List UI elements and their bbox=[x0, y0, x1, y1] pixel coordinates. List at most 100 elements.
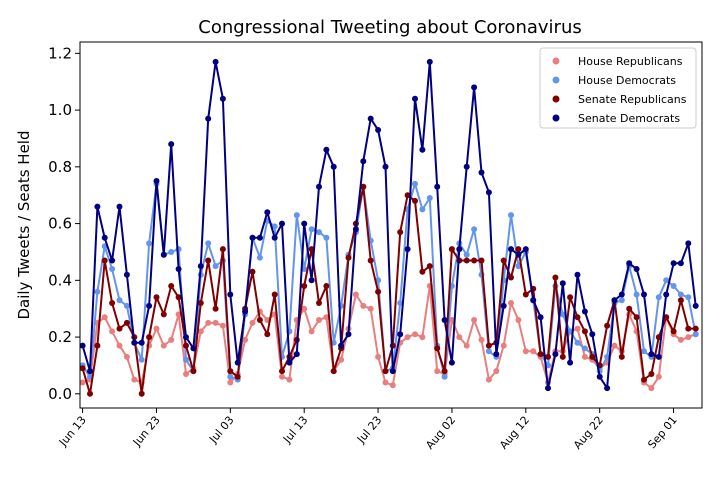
data-point bbox=[493, 368, 500, 375]
data-point bbox=[212, 319, 219, 326]
data-point bbox=[175, 266, 182, 272]
data-point bbox=[508, 212, 514, 219]
chart-title: Congressional Tweeting about Coronavirus bbox=[198, 17, 581, 38]
data-point bbox=[146, 240, 153, 247]
data-point bbox=[537, 314, 544, 321]
y-tick-label: 0.4 bbox=[48, 271, 72, 289]
data-point bbox=[670, 283, 677, 289]
data-point bbox=[123, 319, 130, 326]
legend-marker bbox=[552, 114, 560, 122]
data-point bbox=[692, 302, 699, 309]
data-point bbox=[109, 328, 116, 335]
data-point bbox=[685, 334, 692, 341]
data-point bbox=[219, 246, 226, 253]
data-point bbox=[160, 311, 167, 318]
data-point bbox=[116, 203, 123, 210]
series-line bbox=[82, 285, 697, 390]
data-point bbox=[382, 379, 389, 386]
data-point bbox=[308, 328, 315, 335]
plot-area bbox=[79, 58, 699, 397]
series-senate-democrats bbox=[79, 58, 699, 392]
data-point bbox=[183, 356, 189, 363]
data-point bbox=[567, 359, 574, 366]
data-point bbox=[463, 342, 470, 349]
data-point bbox=[530, 297, 537, 304]
data-point bbox=[633, 291, 640, 298]
data-point bbox=[581, 353, 588, 360]
data-point bbox=[146, 302, 153, 309]
data-point bbox=[618, 297, 625, 304]
data-point bbox=[522, 246, 529, 253]
data-point bbox=[256, 234, 263, 241]
data-point bbox=[485, 342, 492, 349]
x-tick-label: Jun 13 bbox=[56, 414, 89, 450]
data-point bbox=[212, 305, 219, 312]
data-point bbox=[677, 336, 684, 343]
data-point bbox=[197, 328, 204, 335]
y-tick-label: 0.0 bbox=[48, 385, 72, 403]
data-point bbox=[138, 339, 145, 346]
data-point bbox=[316, 183, 322, 190]
data-point bbox=[330, 368, 337, 375]
data-point bbox=[559, 311, 566, 318]
data-point bbox=[441, 317, 448, 323]
data-point bbox=[227, 373, 234, 380]
data-point bbox=[522, 348, 529, 355]
data-point bbox=[633, 314, 640, 321]
data-point bbox=[375, 127, 382, 133]
data-point bbox=[109, 300, 116, 306]
data-point bbox=[279, 373, 285, 380]
y-tick-label: 0.8 bbox=[48, 158, 72, 176]
y-tick-label: 0.2 bbox=[48, 328, 72, 346]
data-point bbox=[131, 339, 138, 346]
data-point bbox=[271, 223, 278, 230]
data-point bbox=[345, 331, 352, 338]
x-tick-label: Aug 22 bbox=[571, 414, 606, 452]
data-point bbox=[360, 183, 367, 190]
data-point bbox=[485, 348, 492, 355]
data-point bbox=[153, 294, 160, 301]
y-tick-label: 1.2 bbox=[48, 44, 72, 62]
data-point bbox=[485, 376, 492, 383]
data-point bbox=[94, 203, 101, 210]
y-axis-label: Daily Tweets / Seats Held bbox=[15, 130, 33, 319]
data-point bbox=[515, 317, 522, 323]
legend-label: Senate Republicans bbox=[578, 93, 687, 106]
data-point bbox=[338, 342, 345, 349]
data-point bbox=[404, 192, 411, 199]
data-point bbox=[160, 342, 167, 349]
data-point bbox=[419, 146, 426, 153]
data-point bbox=[426, 263, 433, 270]
data-point bbox=[101, 314, 108, 321]
data-point bbox=[485, 189, 492, 196]
data-point bbox=[641, 291, 647, 298]
data-point bbox=[471, 257, 478, 264]
data-point bbox=[471, 84, 478, 91]
data-point bbox=[256, 317, 263, 323]
data-point bbox=[360, 302, 367, 309]
data-point bbox=[175, 294, 182, 301]
data-point bbox=[101, 257, 108, 264]
data-point bbox=[242, 308, 249, 315]
data-point bbox=[419, 334, 426, 341]
data-point bbox=[338, 356, 345, 363]
data-point bbox=[626, 260, 633, 267]
data-point bbox=[87, 368, 93, 375]
data-point bbox=[323, 234, 330, 241]
data-point bbox=[79, 365, 86, 372]
data-point bbox=[212, 58, 219, 65]
x-tick-label: Jul 23 bbox=[354, 414, 384, 447]
data-point bbox=[677, 297, 684, 304]
data-point bbox=[227, 368, 234, 375]
data-point bbox=[94, 342, 101, 349]
data-point bbox=[419, 268, 426, 275]
data-point bbox=[633, 266, 640, 272]
data-point bbox=[412, 95, 418, 102]
data-point bbox=[153, 325, 160, 332]
data-point bbox=[146, 334, 153, 341]
data-point bbox=[426, 195, 433, 201]
legend-label: House Republicans bbox=[578, 55, 683, 68]
data-point bbox=[596, 373, 603, 380]
data-point bbox=[389, 368, 396, 375]
